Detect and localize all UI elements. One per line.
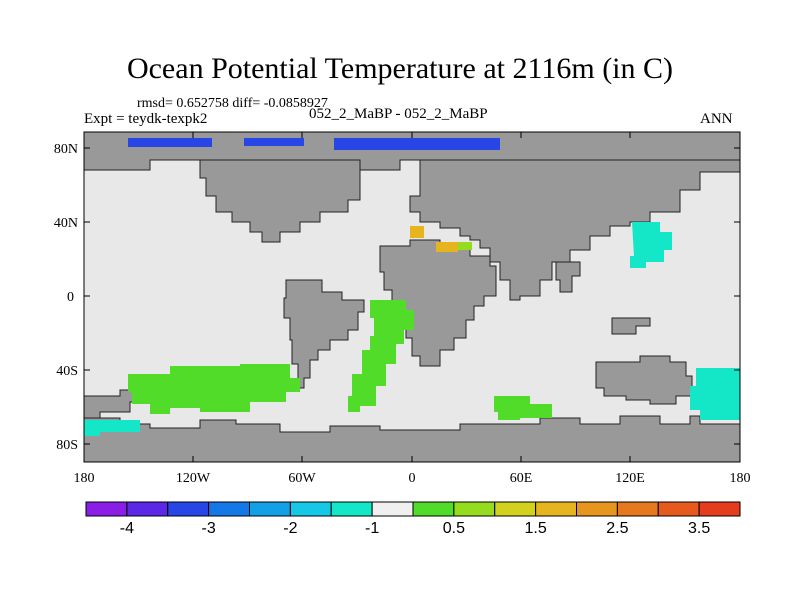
lon-label-120e: 120E (615, 471, 645, 486)
antarctica-land (83, 415, 741, 463)
map-panel: 80N 40N 0 40S 80S 180 120W 60W 0 60E 120… (54, 131, 751, 486)
case-names: 052_2_MaBP - 052_2_MaBP (309, 106, 488, 122)
lon-label-180w: 180 (74, 471, 95, 486)
land-masses (83, 131, 741, 463)
eurasia-land (409, 159, 741, 301)
arctic-cold-anomaly-3 (334, 138, 500, 150)
colorbar-swatch (167, 501, 210, 517)
lat-label-80s: 80S (56, 438, 78, 453)
experiment-label: Expt = teydk-texpk2 (84, 111, 208, 127)
map-title: Ocean Potential Temperature at 2116m (in… (126, 52, 674, 85)
colorbar-swatch (698, 501, 741, 517)
colorbar-label: -2 (283, 520, 297, 537)
colorbar-swatch (616, 501, 659, 517)
colorbar-swatch (453, 501, 496, 517)
rmsd-diff-stats: rmsd= 0.652758 diff= -0.0858927 (137, 96, 328, 111)
tick-marks (84, 132, 740, 462)
colorbar-labels: -4 -3 -2 -1 0.5 1.5 2.5 3.5 (120, 520, 711, 537)
southern-ocean-cold-anomaly (84, 420, 140, 436)
anomaly-patches (84, 138, 740, 436)
longitude-labels: 180 120W 60W 0 60E 120E 180 (74, 471, 751, 486)
colorbar-swatch (126, 501, 169, 517)
colorbar-swatch (657, 501, 700, 517)
colorbar-swatch (576, 501, 618, 517)
pacific-cold-anomaly-north (630, 222, 672, 268)
colorbar-label: -1 (365, 520, 379, 537)
colorbar-swatch (85, 501, 128, 517)
lon-label-120w: 120W (176, 471, 211, 486)
colorbar-swatch (289, 501, 332, 517)
colorbar-swatch (208, 501, 251, 517)
colorbar-label: -3 (202, 520, 216, 537)
lat-label-0: 0 (67, 290, 74, 305)
north-america-land (199, 159, 361, 243)
mediterranean-warm-anomaly-1 (410, 226, 424, 238)
mediterranean-warm-anomaly-3 (458, 242, 472, 250)
south-asia-land (555, 261, 581, 293)
season-label: ANN (700, 111, 733, 127)
lat-label-40s: 40S (56, 364, 78, 379)
australia-land (595, 355, 693, 405)
colorbar-swatch (494, 501, 537, 517)
mediterranean-warm-anomaly-2 (436, 242, 458, 252)
colorbar-swatch (535, 501, 578, 517)
south-america-land (283, 279, 365, 389)
lat-label-80n: 80N (54, 142, 78, 157)
pacific-cold-anomaly-south (690, 368, 740, 420)
lon-label-60w: 60W (288, 471, 316, 486)
lat-label-40n: 40N (54, 216, 78, 231)
colorbar-swatch (371, 501, 414, 517)
indian-ocean-warm-anomaly (494, 396, 552, 420)
south-atlantic-warm-anomaly (348, 300, 414, 412)
lon-label-60e: 60E (510, 471, 533, 486)
arctic-cold-anomaly-1 (128, 138, 212, 147)
south-pacific-warm-anomaly (128, 364, 300, 414)
lon-label-180e: 180 (730, 471, 751, 486)
colorbar-label: 0.5 (443, 520, 465, 537)
arctic-cold-anomaly-2 (244, 138, 304, 146)
colorbar (85, 501, 741, 517)
indonesia-land (611, 317, 651, 335)
colorbar-swatch (412, 501, 455, 517)
colorbar-swatch (330, 501, 373, 517)
lon-label-0: 0 (409, 471, 416, 486)
colorbar-swatch (249, 501, 291, 517)
colorbar-label: 2.5 (606, 520, 628, 537)
colorbar-label: 3.5 (688, 520, 710, 537)
colorbar-label: -4 (120, 520, 134, 537)
colorbar-label: 1.5 (525, 520, 547, 537)
latitude-labels: 80N 40N 0 40S 80S (54, 142, 78, 453)
